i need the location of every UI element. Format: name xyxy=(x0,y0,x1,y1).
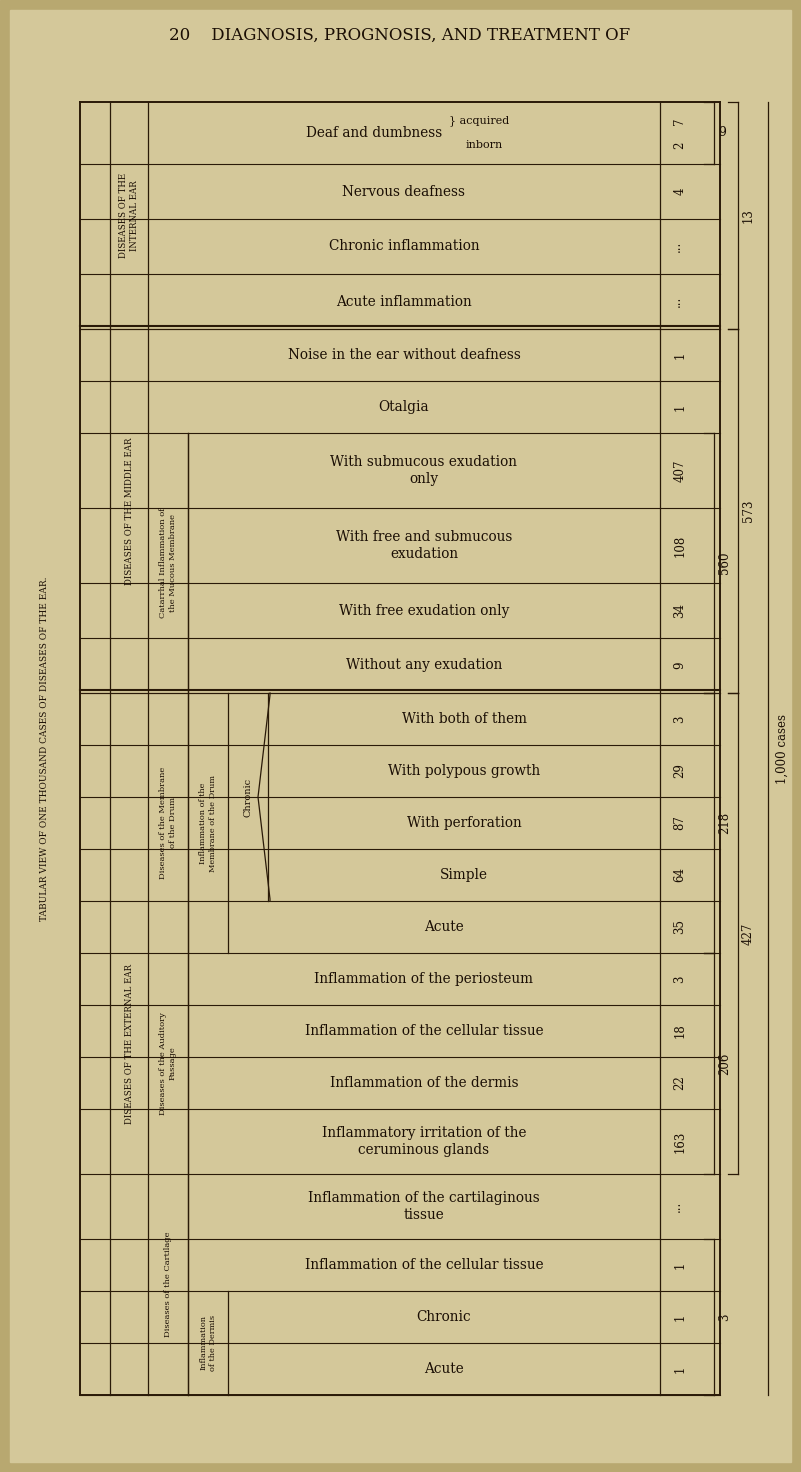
Text: TABULAR VIEW OF ONE THOUSAND CASES OF DISEASES OF THE EAR.: TABULAR VIEW OF ONE THOUSAND CASES OF DI… xyxy=(41,576,50,921)
Text: Inflammatory irritation of the
ceruminous glands: Inflammatory irritation of the ceruminou… xyxy=(322,1126,526,1157)
Text: 3: 3 xyxy=(718,1313,731,1320)
Text: 407: 407 xyxy=(674,459,686,481)
Text: Inflammation of the dermis: Inflammation of the dermis xyxy=(330,1076,518,1089)
Text: Inflammation of the cartilaginous
tissue: Inflammation of the cartilaginous tissue xyxy=(308,1191,540,1222)
Text: 2: 2 xyxy=(674,141,686,149)
Text: inborn: inborn xyxy=(466,140,503,150)
Text: 20    DIAGNOSIS, PROGNOSIS, AND TREATMENT OF: 20 DIAGNOSIS, PROGNOSIS, AND TREATMENT O… xyxy=(169,26,630,44)
Text: Chronic inflammation: Chronic inflammation xyxy=(328,240,479,253)
Text: Chronic: Chronic xyxy=(244,777,252,817)
Text: Inflammation of the
Membrane of the Drum: Inflammation of the Membrane of the Drum xyxy=(199,774,216,871)
Text: With free and submucous
exudation: With free and submucous exudation xyxy=(336,530,512,561)
Text: Inflammation
of the Dermis: Inflammation of the Dermis xyxy=(199,1314,216,1370)
Text: Without any exudation: Without any exudation xyxy=(346,658,502,673)
Text: DISEASES OF THE
INTERNAL EAR: DISEASES OF THE INTERNAL EAR xyxy=(119,172,139,258)
Text: Deaf and dumbness: Deaf and dumbness xyxy=(306,127,442,140)
Text: 3: 3 xyxy=(674,976,686,983)
Text: With both of them: With both of them xyxy=(401,712,526,726)
Text: Noise in the ear without deafness: Noise in the ear without deafness xyxy=(288,347,521,362)
Text: Acute: Acute xyxy=(424,920,464,935)
Text: 1,000 cases: 1,000 cases xyxy=(775,714,788,783)
Text: 163: 163 xyxy=(674,1130,686,1153)
Text: With submucous exudation
only: With submucous exudation only xyxy=(331,455,517,486)
Text: } acquired: } acquired xyxy=(449,116,509,127)
Text: Catarrhal Inflammation of
the Mucous Membrane: Catarrhal Inflammation of the Mucous Mem… xyxy=(159,508,176,618)
Text: 108: 108 xyxy=(674,534,686,556)
Text: 87: 87 xyxy=(674,815,686,830)
Text: With free exudation only: With free exudation only xyxy=(339,604,509,617)
Text: ···: ··· xyxy=(674,241,686,252)
Text: 22: 22 xyxy=(674,1076,686,1091)
Text: With polypous growth: With polypous growth xyxy=(388,764,540,779)
Text: 4: 4 xyxy=(674,188,686,196)
Text: 206: 206 xyxy=(718,1052,731,1075)
Text: 29: 29 xyxy=(674,764,686,779)
Text: 64: 64 xyxy=(674,867,686,883)
Text: Chronic: Chronic xyxy=(417,1310,471,1323)
Text: Acute: Acute xyxy=(424,1362,464,1376)
Text: 7: 7 xyxy=(674,118,686,125)
Text: 1: 1 xyxy=(674,352,686,359)
Text: 35: 35 xyxy=(674,920,686,935)
Text: 427: 427 xyxy=(742,923,755,945)
Text: 1: 1 xyxy=(674,1313,686,1320)
Text: Diseases of the Membrane
of the Drum: Diseases of the Membrane of the Drum xyxy=(159,767,176,879)
Text: Inflammation of the cellular tissue: Inflammation of the cellular tissue xyxy=(304,1259,543,1272)
Text: 573: 573 xyxy=(742,500,755,523)
Text: 1: 1 xyxy=(674,1366,686,1373)
Text: Diseases of the Cartilage: Diseases of the Cartilage xyxy=(164,1232,172,1337)
Text: Otalgia: Otalgia xyxy=(379,400,429,414)
Text: 9: 9 xyxy=(674,662,686,670)
Text: DISEASES OF THE EXTERNAL EAR: DISEASES OF THE EXTERNAL EAR xyxy=(124,964,134,1125)
Text: With perforation: With perforation xyxy=(407,815,521,830)
Text: 9: 9 xyxy=(718,127,726,140)
Text: 560: 560 xyxy=(718,552,731,574)
Text: 18: 18 xyxy=(674,1023,686,1038)
Text: ···: ··· xyxy=(674,296,686,308)
Text: DISEASES OF THE MIDDLE EAR: DISEASES OF THE MIDDLE EAR xyxy=(124,437,134,584)
Text: 1: 1 xyxy=(674,1262,686,1269)
Text: 34: 34 xyxy=(674,604,686,618)
Text: Acute inflammation: Acute inflammation xyxy=(336,294,472,309)
Text: Nervous deafness: Nervous deafness xyxy=(343,184,465,199)
Text: ···: ··· xyxy=(674,1201,686,1211)
Text: Inflammation of the cellular tissue: Inflammation of the cellular tissue xyxy=(304,1025,543,1038)
Text: 1: 1 xyxy=(674,403,686,411)
Text: 218: 218 xyxy=(718,813,731,835)
Text: 13: 13 xyxy=(742,208,755,222)
Text: Diseases of the Auditory
Passage: Diseases of the Auditory Passage xyxy=(159,1013,176,1114)
Text: Simple: Simple xyxy=(440,868,488,882)
Text: Inflammation of the periosteum: Inflammation of the periosteum xyxy=(315,972,533,986)
Text: 3: 3 xyxy=(674,715,686,723)
